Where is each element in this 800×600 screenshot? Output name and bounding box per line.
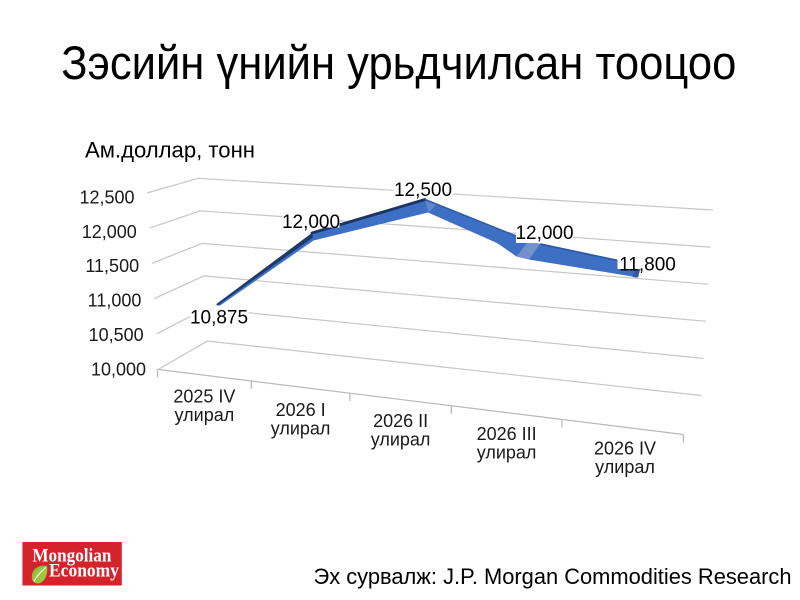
svg-text:Зэсийн үнийн урьдчилсан тооцоо: Зэсийн үнийн урьдчилсан тооцоо [61,36,736,89]
svg-text:2026 III: 2026 III [477,424,537,444]
svg-text:2026 IV: 2026 IV [594,439,656,459]
svg-text:2026 II: 2026 II [373,411,428,431]
svg-text:12,500: 12,500 [394,180,452,201]
svg-text:улирал: улирал [595,457,655,477]
svg-text:2026 I: 2026 I [276,400,326,420]
svg-text:Ам.доллар, тонн: Ам.доллар, тонн [85,138,255,163]
svg-text:11,800: 11,800 [619,255,676,276]
svg-text:12,000: 12,000 [515,223,573,244]
svg-text:12,500: 12,500 [79,187,134,207]
svg-text:11,500: 11,500 [85,256,139,276]
svg-text:улирал: улирал [371,430,431,450]
svg-text:улирал: улирал [477,443,537,463]
svg-text:10,875: 10,875 [190,308,248,329]
svg-text:Economy: Economy [49,561,119,582]
svg-text:10,000: 10,000 [91,359,146,379]
svg-text:Эх сурвалж: J.P. Morgan Commod: Эх сурвалж: J.P. Morgan Commodities Rese… [314,564,792,589]
svg-text:12,000: 12,000 [282,212,340,233]
svg-text:2025 IV: 2025 IV [173,387,235,407]
svg-text:11,000: 11,000 [88,291,142,311]
svg-text:Mongolian: Mongolian [32,546,111,567]
svg-text:улирал: улирал [271,419,331,439]
svg-text:улирал: улирал [175,405,235,425]
svg-text:12,000: 12,000 [82,222,137,242]
svg-text:10,500: 10,500 [89,325,144,345]
